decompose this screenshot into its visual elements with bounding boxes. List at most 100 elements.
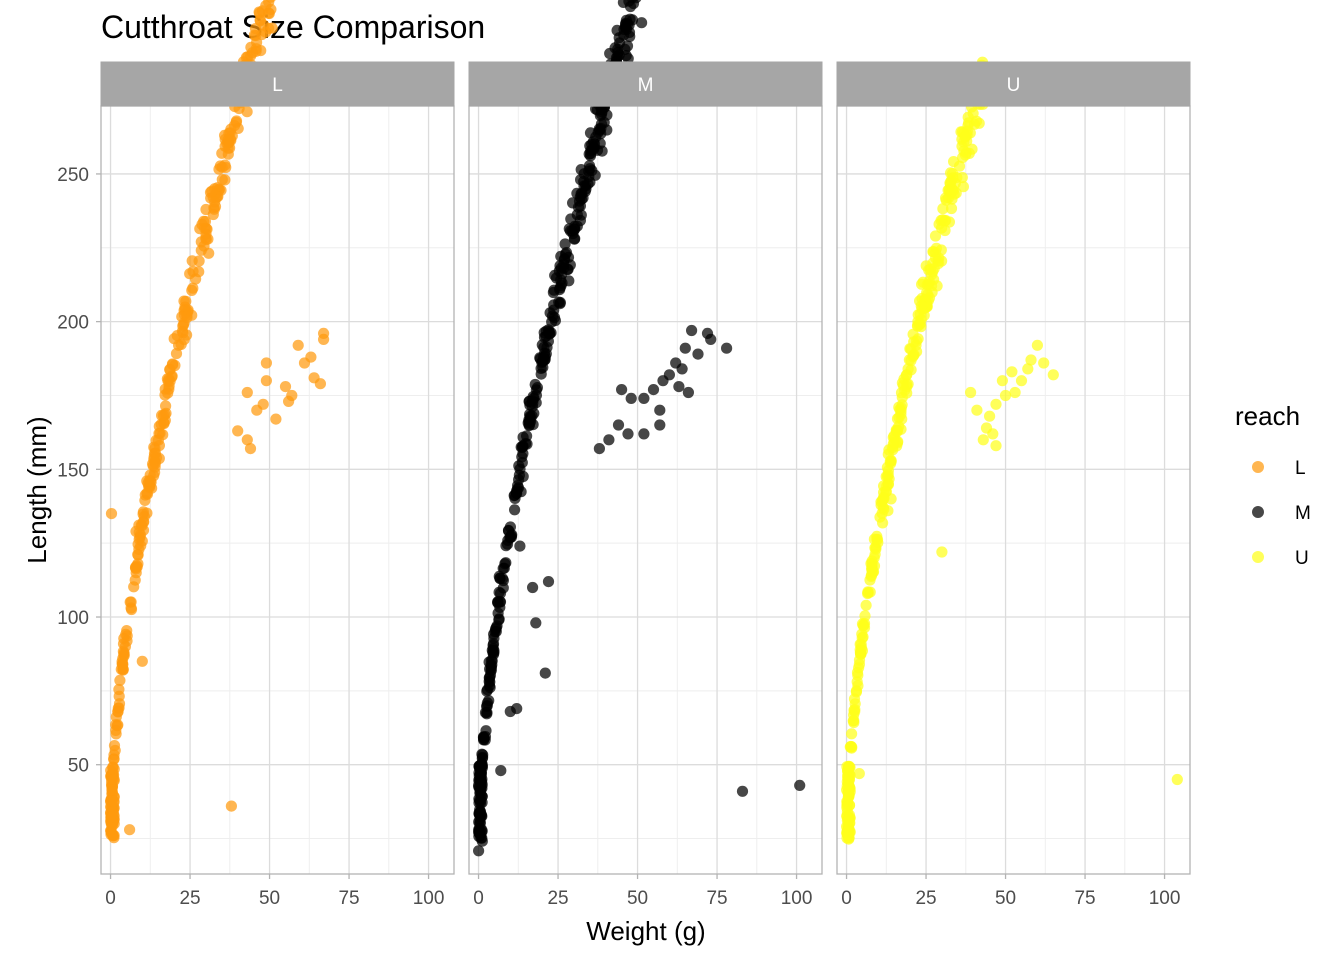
data-point: [113, 683, 125, 696]
legend-key-l: [1252, 461, 1264, 473]
data-point: [541, 341, 553, 353]
data-point: [924, 263, 937, 275]
data-point: [108, 753, 120, 765]
data-point: [1015, 375, 1028, 387]
data-point: [141, 487, 153, 499]
facet-strip: [468, 61, 823, 107]
data-point: [494, 596, 506, 608]
data-point: [603, 434, 615, 446]
data-point: [473, 845, 485, 857]
data-point: [856, 645, 869, 657]
data-point: [1171, 773, 1183, 786]
x-tick-label: 100: [413, 888, 445, 909]
data-point: [225, 123, 237, 135]
data-point: [676, 363, 688, 375]
legend-label-u: U: [1295, 548, 1309, 569]
data-point: [965, 386, 977, 399]
data-point: [270, 413, 282, 425]
data-point: [1025, 354, 1037, 366]
data-point: [506, 529, 518, 541]
data-point: [560, 247, 573, 259]
data-point: [601, 124, 613, 136]
data-point: [522, 417, 534, 429]
data-point: [860, 599, 872, 611]
data-point: [508, 490, 520, 502]
data-point: [473, 797, 485, 809]
data-point: [184, 268, 196, 280]
data-point: [244, 443, 257, 455]
data-point: [292, 339, 304, 351]
data-point: [265, 3, 277, 16]
data-point: [152, 434, 164, 446]
data-point: [923, 292, 936, 304]
data-point: [864, 574, 876, 586]
data-point: [137, 506, 149, 518]
data-point: [987, 428, 999, 440]
data-point: [511, 703, 523, 715]
data-point: [206, 185, 218, 197]
data-point: [971, 404, 983, 416]
data-point: [638, 428, 650, 440]
data-point: [999, 389, 1012, 402]
data-point: [679, 342, 691, 354]
data-point: [110, 728, 122, 740]
data-point: [853, 768, 865, 780]
data-point: [621, 40, 634, 52]
data-point: [1006, 366, 1018, 378]
facet-strip-label: U: [1007, 75, 1021, 96]
data-point: [203, 247, 215, 259]
data-point: [178, 317, 190, 329]
data-point: [209, 196, 221, 208]
data-point: [249, 23, 262, 35]
data-point: [890, 425, 903, 437]
data-point: [862, 588, 874, 600]
data-point: [657, 375, 669, 387]
data-point: [893, 401, 905, 413]
data-point: [620, 50, 632, 62]
facet-panel-l: L 0 25 50 75 100 50 100 150 200 250: [57, 0, 455, 909]
data-point: [638, 392, 650, 404]
data-point: [112, 719, 124, 731]
data-point: [216, 174, 228, 186]
data-point: [692, 348, 704, 360]
data-point: [564, 259, 576, 271]
data-point: [108, 795, 120, 808]
data-point: [841, 761, 853, 773]
data-point: [495, 765, 507, 777]
data-point: [885, 493, 897, 505]
data-point: [186, 309, 198, 321]
data-point: [850, 685, 863, 697]
data-point: [108, 773, 120, 785]
data-point: [112, 706, 124, 718]
data-point: [318, 333, 330, 345]
data-point: [125, 603, 138, 616]
data-point: [232, 425, 244, 437]
x-tick-label: 0: [841, 888, 852, 909]
data-point: [951, 171, 963, 184]
data-point: [263, 22, 275, 35]
data-point: [960, 147, 972, 159]
data-point: [910, 339, 922, 351]
data-point: [961, 125, 974, 137]
data-point: [116, 656, 128, 668]
data-point: [578, 175, 590, 188]
x-tick-label: 100: [1149, 888, 1181, 909]
data-point: [885, 457, 897, 470]
data-point: [486, 659, 498, 671]
data-point: [225, 800, 237, 812]
data-point: [932, 258, 944, 270]
data-point: [935, 244, 947, 256]
data-point: [923, 275, 935, 288]
data-point: [181, 329, 193, 341]
data-point: [157, 409, 169, 422]
x-tick-label: 75: [706, 888, 727, 909]
facet-strip: [100, 61, 455, 107]
data-point: [539, 667, 551, 679]
data-point: [516, 441, 528, 453]
data-point: [260, 357, 272, 369]
x-tick-label: 25: [547, 888, 568, 909]
data-point: [843, 799, 856, 811]
data-point: [530, 617, 542, 629]
y-tick-label: 150: [57, 460, 89, 481]
